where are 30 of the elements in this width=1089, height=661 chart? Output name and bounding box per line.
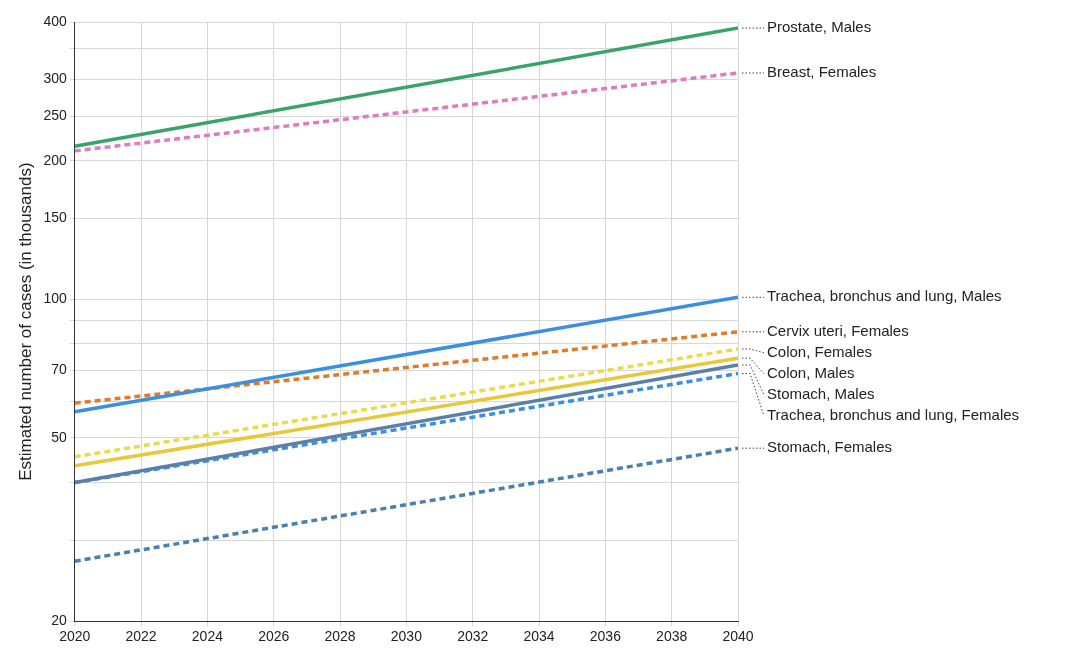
y-tick-label: 50 xyxy=(51,428,67,445)
series-label: Prostate, Males xyxy=(767,18,872,36)
y-axis-title: Estimated number of cases (in thousands) xyxy=(15,162,35,481)
series-label: Colon, Males xyxy=(767,363,855,381)
x-tick-label: 2034 xyxy=(523,628,555,645)
series-label: Stomach, Females xyxy=(767,438,893,456)
y-tick-label: 100 xyxy=(43,290,67,307)
y-tick-label: 200 xyxy=(43,151,67,168)
text: Trachea, bronchus and lung, Females xyxy=(767,405,1020,423)
x-tick-label: 2040 xyxy=(722,628,754,645)
y-tick-label: 400 xyxy=(43,12,67,29)
series-label: Trachea, bronchus and lung, Males xyxy=(767,287,1002,305)
series-label: Colon, Females xyxy=(767,342,873,360)
y-tick-label: 300 xyxy=(43,70,67,87)
x-tick-label: 2036 xyxy=(589,628,622,645)
x-tick-label: 2024 xyxy=(191,628,224,645)
x-tick-label: 2032 xyxy=(457,628,489,645)
x-tick-label: 2038 xyxy=(656,628,688,645)
x-tick-label: 2020 xyxy=(59,628,91,645)
y-tick-label: 150 xyxy=(43,209,67,226)
y-tick-label: 70 xyxy=(51,361,67,378)
series-label: Breast, Females xyxy=(767,63,877,81)
x-tick-label: 2026 xyxy=(258,628,290,645)
x-tick-label: 2030 xyxy=(390,628,423,645)
text: Stomach, Males xyxy=(767,384,875,402)
x-tick-label: 2022 xyxy=(125,628,157,645)
series-label: Cervix uteri, Females xyxy=(767,321,909,339)
y-tick-label: 20 xyxy=(51,612,67,629)
y-tick-label: 250 xyxy=(43,106,67,123)
x-tick-label: 2028 xyxy=(324,628,356,645)
